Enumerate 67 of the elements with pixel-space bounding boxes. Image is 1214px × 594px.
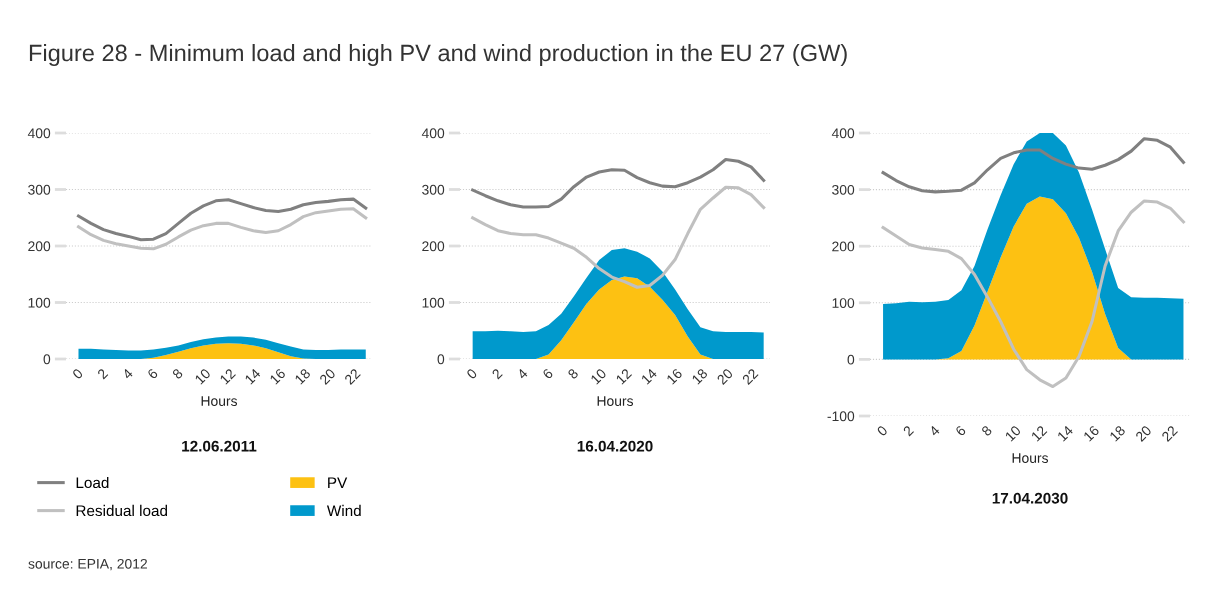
x-tick-label: 6 (542, 368, 554, 380)
line-series (471, 158, 766, 209)
x-tick-label: 20 (716, 367, 734, 385)
line-series (76, 197, 368, 242)
x-tick-label: 2 (902, 425, 914, 437)
y-tick-label: 0 (43, 354, 51, 365)
x-tick-label: 4 (516, 367, 529, 380)
x-tick-label: 10 (590, 367, 607, 385)
legend-label: PV (328, 477, 348, 488)
x-tick-label: 4 (928, 424, 941, 437)
x-tick-label: 2 (96, 368, 109, 380)
x-tick-label: 22 (343, 368, 361, 385)
x-tick-label: 0 (71, 367, 84, 380)
x-tick-label: 16 (269, 368, 286, 385)
x-tick-label: 14 (244, 367, 262, 385)
y-tick-label: 400 (831, 128, 855, 139)
x-tick-label: 16 (666, 368, 683, 385)
x-tick-label: 8 (171, 368, 184, 380)
x-tick-label: 20 (1135, 424, 1152, 442)
x-tick-label: 2 (491, 368, 503, 380)
text: Figure 28 - Minimum load and high PV and wind production in the EU 27 (GW) (29, 44, 847, 67)
y-tick-label: -100 (827, 411, 855, 422)
x-tick-label: 8 (567, 368, 579, 380)
y-tick-label: 200 (28, 241, 51, 252)
legend-label: Residual load (76, 504, 168, 517)
y-tick-label: 200 (422, 241, 445, 252)
x-tick-label: 6 (954, 425, 967, 437)
text: 17.04.2030 (992, 492, 1068, 504)
y-tick-label: 100 (28, 297, 51, 308)
line-series (881, 137, 1185, 194)
y-tick-label: 300 (28, 184, 51, 195)
x-tick-label: 14 (640, 367, 658, 385)
x-tick-label: 0 (876, 424, 889, 437)
text: 16.04.2020 (577, 440, 653, 452)
legend-label: Wind (326, 504, 361, 517)
legend-label: Load (76, 476, 109, 489)
x-tick-label: 18 (294, 368, 311, 385)
x-tick-label: 12 (1030, 425, 1048, 442)
y-tick-label: 300 (422, 184, 445, 195)
x-tick-label: 14 (1056, 424, 1074, 442)
x-tick-label: 10 (1004, 424, 1022, 442)
x-tick-label: 22 (1161, 425, 1178, 442)
y-tick-label: 300 (832, 184, 855, 195)
y-tick-label: 400 (27, 128, 51, 139)
x-tick-label: 4 (121, 367, 134, 380)
x-tick-label: 6 (146, 368, 159, 380)
x-tick-label: 0 (465, 367, 478, 380)
source-note: source: EPIA, 2012 (28, 558, 147, 571)
x-axis-title: Hours (597, 396, 634, 406)
x-tick-label: 20 (319, 367, 336, 385)
x-axis-title: Hours (1012, 453, 1049, 463)
x-tick-label: 18 (691, 368, 709, 385)
y-tick-label: 100 (832, 298, 855, 308)
y-tick-label: 100 (422, 297, 445, 308)
x-axis-title: Hours (201, 396, 238, 406)
x-tick-label: 22 (741, 368, 759, 385)
x-tick-label: 8 (980, 425, 993, 437)
y-tick-label: 0 (437, 354, 445, 365)
y-tick-label: 0 (847, 354, 855, 365)
y-tick-label: 400 (421, 128, 445, 139)
x-tick-label: 12 (615, 368, 632, 385)
x-tick-label: 16 (1083, 425, 1100, 442)
y-tick-label: 200 (832, 241, 855, 252)
x-tick-label: 10 (194, 367, 212, 385)
text: 12.06.2011 (182, 440, 257, 452)
x-tick-label: 12 (219, 368, 236, 385)
x-tick-label: 18 (1109, 425, 1126, 442)
